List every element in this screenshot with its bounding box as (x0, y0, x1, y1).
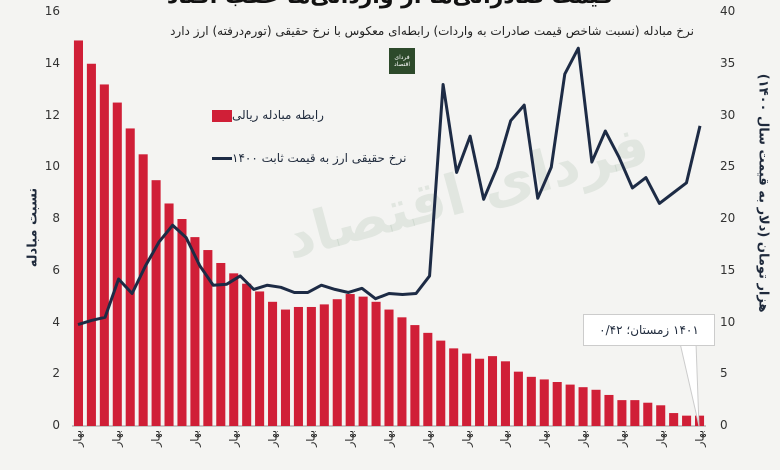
bar-11 (203, 250, 213, 426)
bar-45 (643, 402, 653, 426)
bar-19 (306, 306, 316, 426)
bar-5 (125, 128, 135, 426)
bar-23 (358, 296, 368, 426)
bar-9 (177, 219, 187, 426)
bar-20 (319, 304, 329, 426)
bar-30 (449, 348, 459, 426)
x-tick: بهار (343, 430, 357, 447)
y-left-tick: 10 (44, 159, 60, 174)
bar-49 (695, 415, 705, 426)
y-right-tick: 35 (720, 55, 736, 70)
legend-line: نرخ حقیقی ارز به قیمت ثابت ۱۴۰۰ (206, 151, 406, 165)
bar-42 (604, 394, 614, 426)
bar-36 (526, 376, 536, 426)
bar-41 (591, 389, 601, 426)
x-tick: بهار (110, 430, 124, 447)
bar-37 (539, 379, 549, 426)
bar-44 (630, 400, 640, 426)
x-tick: بهار (654, 430, 668, 447)
x-tick: بهار (266, 430, 280, 447)
bar-8 (164, 203, 174, 426)
bar-24 (371, 301, 381, 426)
bar-32 (475, 358, 485, 426)
legend-line-swatch (212, 157, 232, 160)
bar-3 (99, 84, 109, 426)
x-tick: بهار (149, 430, 163, 447)
bar-10 (190, 237, 200, 426)
bar-46 (656, 405, 666, 426)
y-left-tick: 6 (52, 262, 60, 277)
y-right-tick: 25 (720, 159, 736, 174)
chart-title: قیمت صادراتی‌ها از وارداتی‌ها عقب افتاد (0, 0, 780, 9)
bar-25 (384, 309, 394, 426)
bar-31 (462, 353, 472, 426)
y-right-tick: 10 (720, 314, 736, 329)
x-tick: بهار (304, 430, 318, 447)
y-right-tick: 15 (720, 262, 736, 277)
bar-40 (578, 387, 588, 426)
bar-43 (617, 400, 627, 426)
y-left-tick: 8 (52, 211, 60, 225)
bar-29 (436, 340, 446, 426)
y-left-tick: 2 (52, 366, 60, 381)
bar-26 (397, 317, 407, 426)
x-tick: بهار (498, 430, 512, 447)
y-left-tick: 14 (44, 55, 60, 70)
brand-logo: فردای اقتصاد (389, 48, 415, 74)
bar-14 (242, 283, 252, 426)
bar-15 (255, 291, 265, 426)
x-tick: بهار (615, 430, 629, 447)
bar-17 (280, 309, 291, 426)
y-right-tick: 30 (720, 107, 736, 122)
bar-33 (487, 356, 498, 426)
real-fx-line (77, 46, 702, 327)
x-tick: بهار (460, 430, 474, 447)
x-tick: بهار (693, 430, 707, 447)
bar-18 (293, 306, 303, 426)
chart-subtitle: نرخ مبادله (نسبت شاخص قیمت صادرات به وار… (170, 24, 694, 38)
x-tick: بهار (421, 430, 435, 447)
y-left-tick: 4 (52, 314, 60, 329)
legend-bar-swatch (212, 109, 232, 122)
bar-7 (151, 180, 161, 426)
x-tick: بهار (188, 430, 202, 447)
legend-bars-label: رابطه مبادله ریالی (232, 108, 324, 122)
bar-6 (138, 154, 148, 426)
logo-text: فردای اقتصاد (393, 54, 411, 68)
legend-line-label: نرخ حقیقی ارز به قیمت ثابت ۱۴۰۰ (232, 151, 407, 165)
annotation-box: ۱۴۰۱ زمستان؛ ۰/۴۲ (583, 314, 715, 346)
y-right-tick: 40 (720, 4, 736, 18)
bar-48 (682, 415, 692, 426)
x-tick: بهار (227, 430, 241, 447)
x-tick: بهار (576, 430, 590, 447)
bar-22 (345, 294, 355, 426)
bar-4 (112, 102, 122, 426)
x-tick: بهار (537, 430, 551, 447)
x-tick: بهار (71, 430, 85, 447)
bar-21 (332, 299, 342, 426)
bar-1 (73, 40, 83, 427)
bar-39 (565, 384, 575, 426)
bar-47 (669, 413, 679, 426)
annotation-pointer (679, 342, 700, 427)
bar-38 (552, 382, 562, 426)
bar-16 (268, 301, 278, 426)
x-tick: بهار (382, 430, 396, 447)
bar-2 (86, 63, 96, 426)
y-left-tick: 16 (44, 4, 60, 18)
y-left-tick: 0 (52, 418, 60, 432)
bar-13 (229, 273, 239, 426)
bar-27 (410, 325, 420, 426)
bar-35 (513, 371, 523, 426)
y-right-tick: 20 (720, 211, 736, 225)
bar-12 (216, 262, 226, 426)
bar-28 (423, 332, 433, 426)
legend-bars: رابطه مبادله ریالی (206, 108, 324, 122)
y-right-tick: 0 (720, 418, 728, 432)
y-right-tick: 5 (720, 366, 728, 381)
y-left-tick: 12 (44, 107, 60, 122)
bar-34 (500, 361, 510, 426)
